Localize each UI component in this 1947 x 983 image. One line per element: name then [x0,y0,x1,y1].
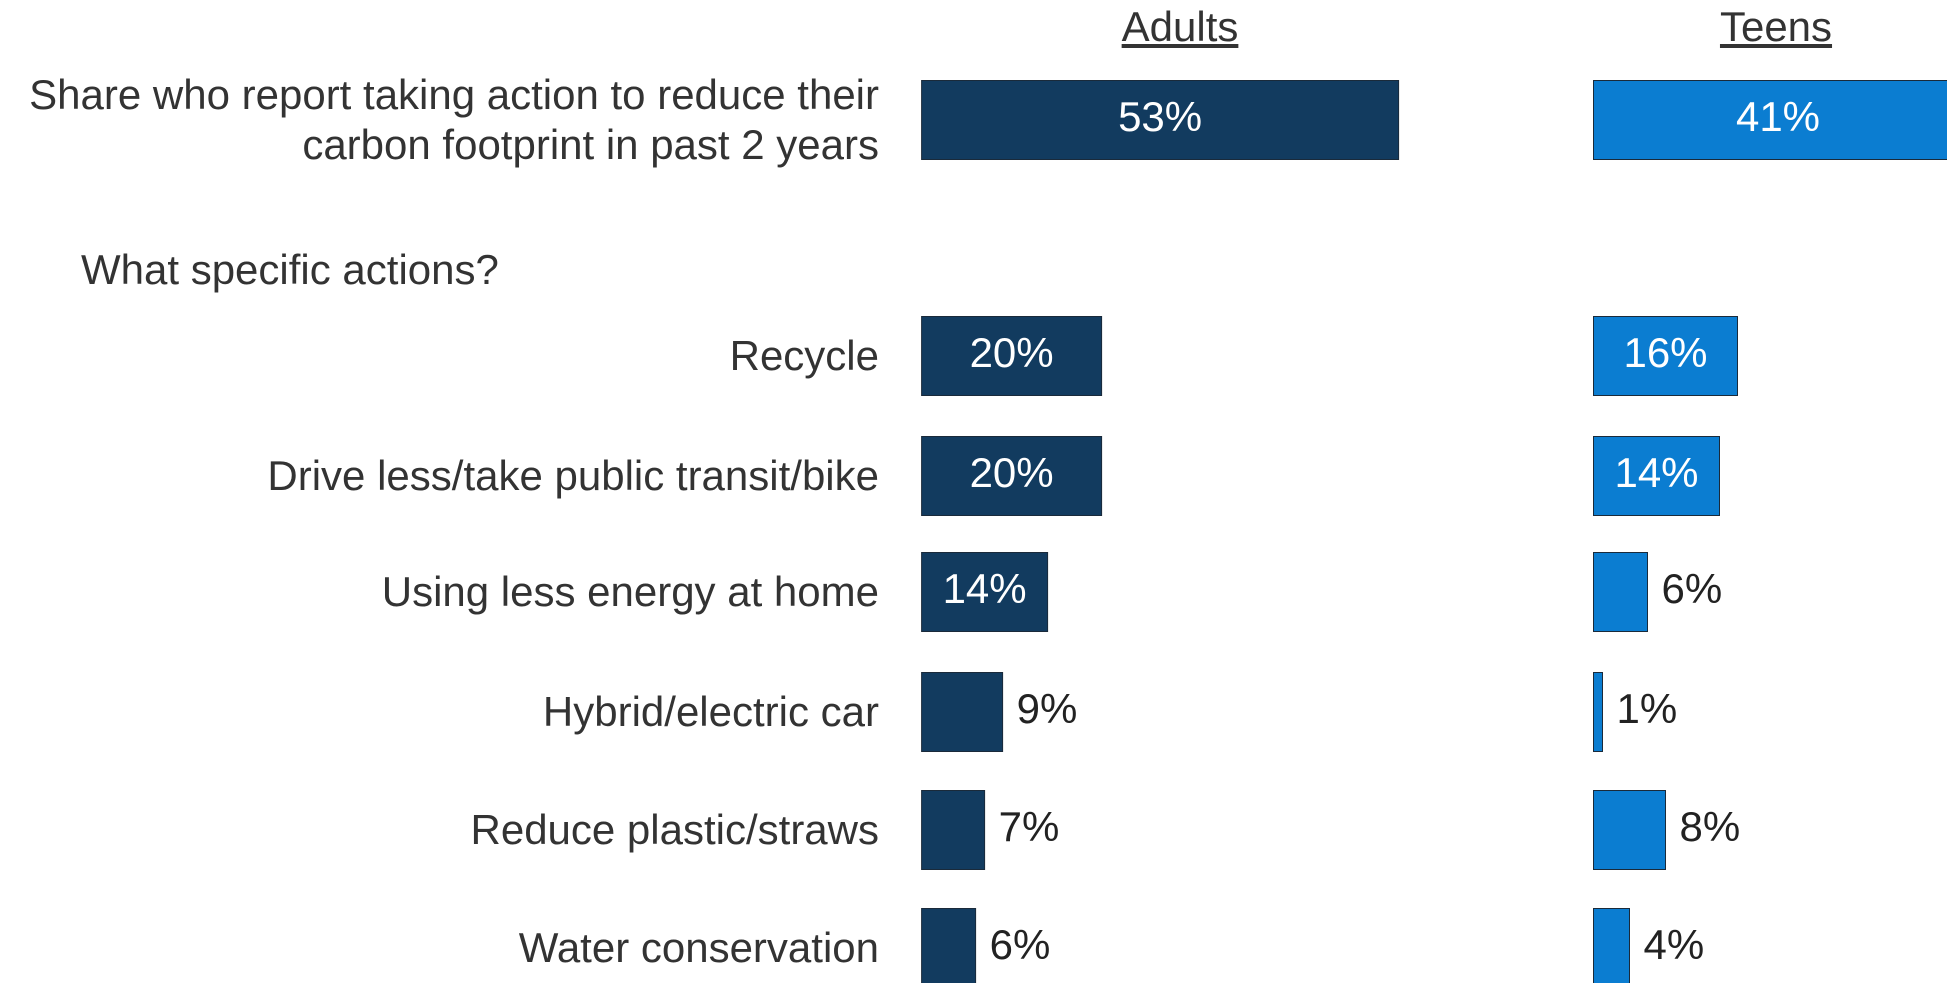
category-label: Reduce plastic/straws [470,806,880,853]
value-label: 14% [1614,449,1698,496]
bar [921,552,1049,632]
bar [1593,316,1738,396]
value-label: 7% [999,803,1060,850]
bar [1593,672,1603,752]
value-label: 20% [970,449,1054,496]
value-label: 1% [1617,685,1678,732]
category-label: Recycle [729,332,879,379]
category-label: Drive less/take public transit/bike [267,452,879,499]
bar [921,672,1004,752]
panel-header: Teens [1719,3,1833,50]
bar [921,80,1400,160]
bar [921,908,977,983]
value-label: 16% [1623,329,1707,376]
bar [1593,80,1947,160]
bar [921,790,986,870]
category-label: Hybrid/electric car [542,688,879,735]
value-label: 8% [1680,803,1741,850]
value-label: 20% [970,329,1054,376]
value-label: 6% [990,921,1051,968]
category-label: Share who report taking action to reduce… [29,71,879,168]
value-label: 4% [1644,921,1705,968]
panel-header: Adults [1121,3,1239,50]
bar [1593,436,1720,516]
value-label: 41% [1736,93,1820,140]
bar [921,316,1103,396]
value-label: 6% [1662,565,1723,612]
value-label: 14% [943,565,1027,612]
category-label: Water conservation [518,924,879,971]
bar [1593,790,1666,870]
value-label: 9% [1017,685,1078,732]
bar [1593,908,1630,983]
category-label: Using less energy at home [381,568,879,615]
value-label: 53% [1118,93,1202,140]
bar [1593,552,1648,632]
annotation: What specific actions? [81,246,499,293]
bar [921,436,1103,516]
